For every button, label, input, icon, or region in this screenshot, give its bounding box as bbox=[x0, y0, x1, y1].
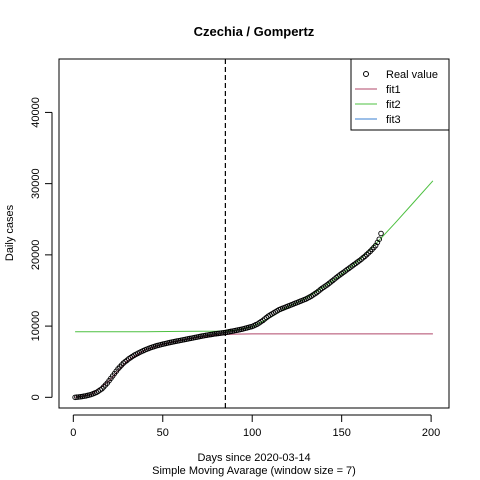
legend: Real value fit1 fit2 fit3 bbox=[350, 58, 450, 131]
legend-label: fit3 bbox=[386, 114, 401, 126]
y-tick-label: 10000 bbox=[30, 311, 42, 342]
y-axis: 0 10000 20000 30000 40000 bbox=[30, 97, 53, 400]
y-tick-label: 40000 bbox=[30, 97, 42, 128]
chart-title: Czechia / Gompertz bbox=[194, 24, 315, 39]
x-tick-label: 150 bbox=[332, 427, 350, 439]
x-axis-label: Days since 2020-03-14 bbox=[197, 452, 310, 464]
series-real-value bbox=[72, 230, 384, 401]
legend-marker-real-value bbox=[363, 71, 369, 77]
real-value-point bbox=[74, 394, 80, 400]
y-tick-label: 0 bbox=[30, 394, 42, 400]
y-tick-label: 20000 bbox=[30, 240, 42, 271]
x-axis: 0 50 100 150 200 bbox=[70, 414, 440, 439]
x-axis-sublabel: Simple Moving Avarage (window size = 7) bbox=[152, 465, 356, 477]
y-axis-label: Daily cases bbox=[4, 204, 16, 261]
real-value-point bbox=[365, 250, 372, 256]
legend-label: fit1 bbox=[386, 84, 401, 96]
real-value-point bbox=[72, 394, 78, 401]
x-tick-label: 100 bbox=[243, 427, 261, 439]
real-value-point bbox=[376, 236, 382, 242]
x-tick-label: 200 bbox=[422, 427, 440, 439]
plot-box bbox=[58, 58, 450, 409]
x-tick-label: 0 bbox=[70, 427, 76, 439]
legend-box bbox=[350, 58, 450, 131]
legend-label: Real value bbox=[386, 69, 438, 81]
legend-label: fit2 bbox=[386, 99, 401, 111]
y-tick-label: 30000 bbox=[30, 168, 42, 199]
real-value-point bbox=[75, 394, 82, 400]
x-tick-label: 50 bbox=[157, 427, 169, 439]
real-value-point bbox=[378, 230, 384, 237]
